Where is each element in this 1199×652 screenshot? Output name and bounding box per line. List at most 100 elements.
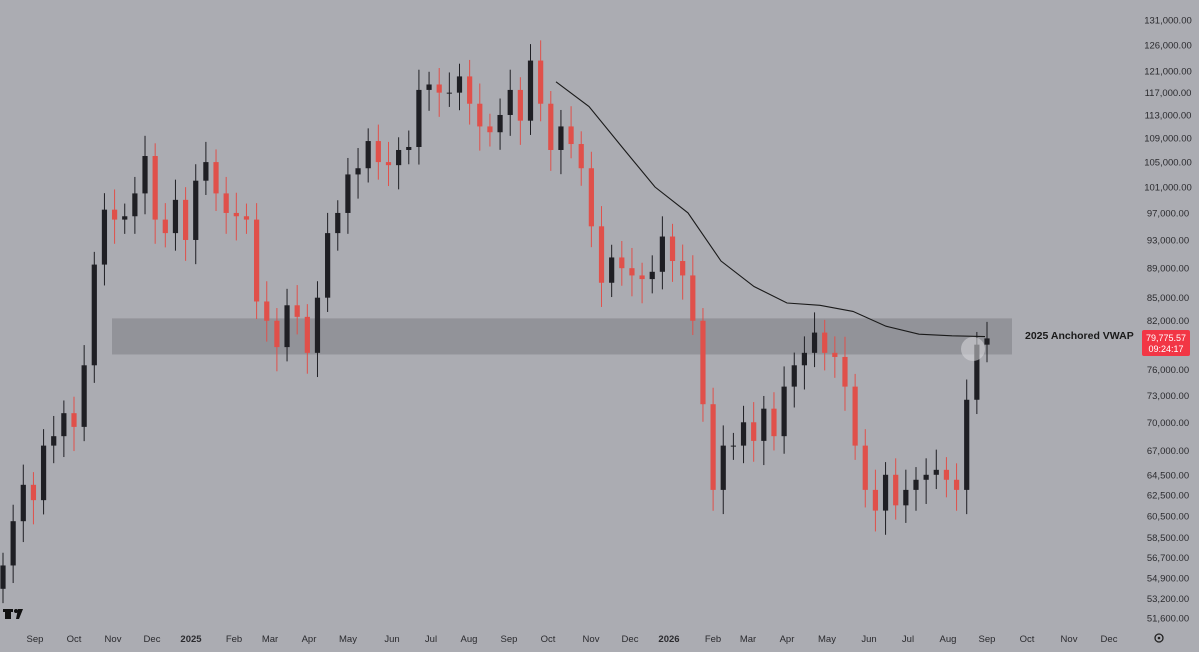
candle-body — [284, 305, 290, 348]
candle-body — [568, 126, 574, 145]
last-price-countdown: 09:24:17 — [1148, 344, 1183, 354]
tradingview-logo-icon[interactable] — [3, 609, 23, 619]
x-tick-label: Feb — [226, 634, 242, 645]
candle-body — [649, 271, 655, 280]
x-tick-label: Dec — [1101, 634, 1118, 645]
candle-body — [893, 474, 899, 506]
candle-body — [385, 162, 392, 166]
candle-body — [152, 156, 158, 220]
candle-body — [659, 236, 665, 272]
candle-body — [903, 489, 909, 506]
x-tick-label: Mar — [262, 634, 278, 645]
candle-body — [680, 261, 686, 276]
y-tick-label: 85,000.00 — [1147, 293, 1189, 304]
candle-body — [578, 144, 584, 169]
x-tick-label: Aug — [461, 634, 478, 645]
candle-body — [558, 126, 564, 150]
y-tick-label: 54,900.00 — [1147, 574, 1189, 585]
candle-body — [101, 209, 108, 265]
candle-body — [609, 257, 615, 283]
candle-body — [669, 236, 676, 262]
x-tick-label: Sep — [27, 634, 44, 645]
candle-body — [527, 60, 534, 121]
candle-body — [781, 386, 787, 437]
candle-body — [700, 320, 706, 405]
candle-body — [314, 297, 321, 353]
candle-body — [822, 332, 828, 353]
candle-body — [61, 413, 67, 437]
candle-body — [740, 422, 747, 446]
candle-body — [811, 332, 818, 353]
candle-body — [335, 212, 341, 234]
candle-body — [791, 365, 797, 387]
last-price-badge: 79,775.57 09:24:17 — [1142, 330, 1190, 356]
price-axis[interactable]: 131,000.00 126,000.00 121,000.00 117,000.00… — [1144, 16, 1192, 625]
y-tick-label: 117,000.00 — [1145, 88, 1192, 99]
candle-body — [639, 275, 645, 280]
y-tick-label: 53,200.00 — [1147, 594, 1189, 605]
y-tick-label: 97,000.00 — [1147, 208, 1189, 219]
y-tick-label: 121,000.00 — [1144, 67, 1192, 78]
candle-body — [456, 76, 463, 93]
candle-body — [446, 92, 452, 94]
candle-body — [182, 199, 189, 240]
time-axis[interactable]: Sep Oct Nov Dec 2025 Feb Mar Apr May Jun Jul Aug Sep… — [27, 634, 1118, 645]
candle-body — [396, 149, 402, 166]
candle-body — [497, 114, 503, 133]
x-tick-label: Feb — [705, 634, 721, 645]
candle-body — [264, 301, 270, 321]
gear-icon[interactable] — [1154, 633, 1164, 643]
y-tick-label: 76,000.00 — [1147, 365, 1189, 376]
x-tick-label: Jul — [902, 634, 914, 645]
candle-body — [933, 469, 939, 475]
y-tick-label: 58,500.00 — [1147, 533, 1189, 544]
candle-body — [10, 521, 16, 566]
candle-body — [761, 408, 767, 441]
y-tick-label: 101,000.00 — [1144, 183, 1192, 194]
x-tick-label: Mar — [740, 634, 756, 645]
candle-body — [730, 445, 736, 447]
candle-body — [517, 89, 523, 121]
candles-layer — [0, 40, 990, 604]
candle-body — [325, 233, 331, 298]
y-tick-label: 126,000.00 — [1144, 41, 1192, 52]
y-tick-label: 131,000.00 — [1144, 16, 1192, 27]
candle-body — [111, 209, 118, 220]
y-tick-label: 51,600.00 — [1147, 613, 1189, 624]
x-tick-label: Nov — [583, 634, 600, 645]
candle-body — [477, 103, 483, 127]
candle-body — [91, 264, 97, 366]
candle-body — [710, 404, 716, 490]
y-tick-label: 105,000.00 — [1144, 158, 1192, 169]
candle-body — [832, 352, 838, 357]
candle-body — [162, 219, 168, 234]
x-tick-label: Jun — [384, 634, 399, 645]
x-tick-label: Sep — [501, 634, 518, 645]
x-tick-label: Nov — [105, 634, 122, 645]
candle-body — [416, 89, 422, 147]
candle-body — [213, 162, 219, 194]
candle-body — [842, 356, 848, 387]
candle-body — [254, 219, 260, 302]
x-tick-label: Nov — [1061, 634, 1078, 645]
candle-body — [406, 146, 412, 150]
candle-body — [365, 141, 371, 169]
y-tick-label: 60,500.00 — [1147, 511, 1189, 522]
candle-body — [426, 84, 432, 90]
candle-body — [487, 126, 493, 133]
x-tick-label: Oct — [67, 634, 82, 645]
candle-body — [538, 60, 544, 104]
candle-body — [964, 399, 970, 490]
candle-body — [913, 479, 919, 490]
x-tick-label: Sep — [979, 634, 996, 645]
x-tick-label: Oct — [1020, 634, 1035, 645]
x-tick-label: 2025 — [180, 634, 202, 645]
candle-body — [233, 212, 239, 217]
candle-body — [375, 141, 381, 163]
candle-body — [30, 484, 37, 501]
candle-body — [345, 174, 351, 213]
x-tick-label: 2026 — [658, 634, 679, 645]
anchored-vwap-line — [555, 81, 986, 338]
